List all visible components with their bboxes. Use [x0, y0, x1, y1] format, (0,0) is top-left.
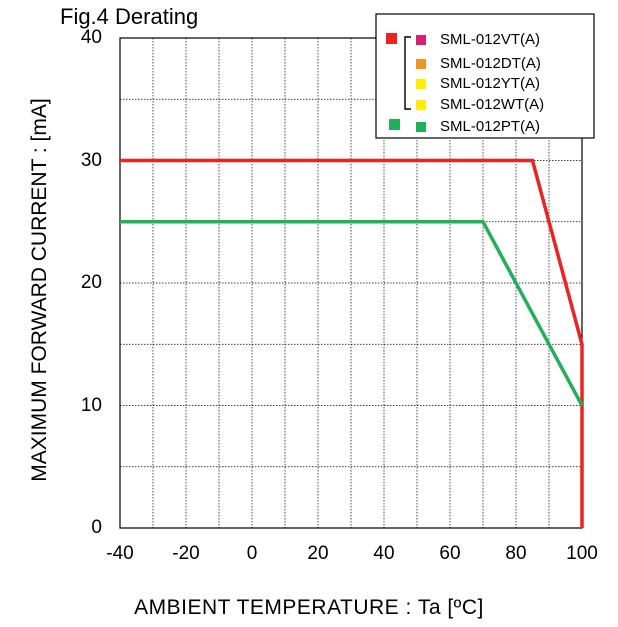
x-tick-label: -20 — [172, 543, 200, 564]
y-tick-label: 40 — [80, 27, 102, 48]
legend-swatch — [416, 59, 426, 69]
x-axis-label: AMBIENT TEMPERATURE : Ta [ºC] — [134, 596, 484, 619]
y-tick-label: 30 — [80, 149, 102, 171]
legend-group-marker-green — [389, 119, 400, 130]
series-line-1 — [120, 158, 584, 528]
legend-group-marker-red — [386, 33, 397, 44]
legend-entry-label: SML-012YT(A) — [440, 75, 541, 92]
x-tick-label: 40 — [373, 543, 395, 564]
chart-title: Fig.4 Derating — [60, 4, 199, 29]
y-axis-label: MAXIMUM FORWARD CURRENT : [mA] — [28, 98, 51, 482]
legend-swatch — [416, 122, 426, 132]
legend-entry-label: SML-012PT(A) — [440, 118, 541, 135]
legend-frame — [375, 13, 595, 139]
y-tick-label: 20 — [80, 272, 102, 293]
legend-swatch — [416, 100, 426, 110]
legend-entry-label: SML-012WT(A) — [440, 96, 545, 113]
plot-area-border — [119, 37, 583, 529]
legend-swatch — [416, 79, 426, 89]
legend-entry-label: SML-012DT(A) — [440, 55, 541, 72]
x-tick-label: 0 — [246, 543, 258, 564]
x-tick-label: 100 — [566, 543, 598, 564]
legend-entry-label: SML-012VT(A) — [440, 31, 541, 48]
x-tick-label: 60 — [439, 543, 461, 564]
x-tick-label: 20 — [307, 543, 329, 564]
x-tick-label: -40 — [106, 543, 134, 564]
x-tick-label: 80 — [505, 543, 527, 564]
legend-swatch — [416, 35, 426, 45]
y-tick-label: 10 — [80, 394, 102, 416]
y-tick-label: 0 — [91, 517, 102, 538]
series-line-2 — [120, 220, 584, 407]
series-lines — [120, 158, 584, 528]
legend-group-bracket — [404, 36, 411, 110]
legend — [375, 13, 595, 139]
